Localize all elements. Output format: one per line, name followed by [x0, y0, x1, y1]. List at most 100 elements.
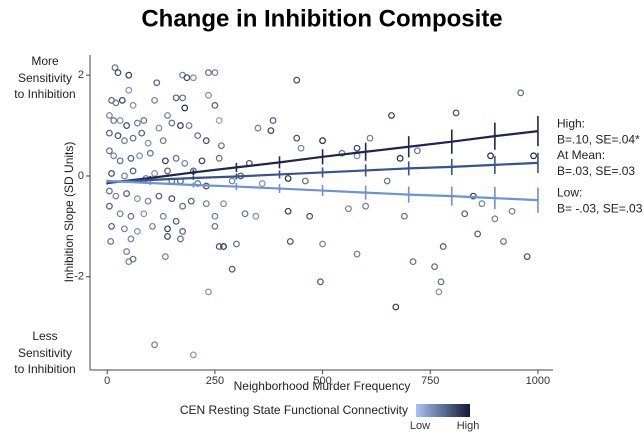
point	[500, 238, 507, 245]
x-tick-label: 500	[313, 375, 331, 387]
point	[123, 248, 131, 255]
point	[293, 134, 301, 142]
annotation: More	[31, 54, 59, 68]
x-tick-label: 1000	[526, 375, 550, 387]
point	[133, 119, 141, 127]
point	[168, 119, 176, 127]
point	[362, 202, 370, 210]
annotation: Sensitivity	[18, 71, 72, 85]
point	[284, 175, 292, 182]
point	[297, 144, 305, 152]
x-tick-label: 0	[104, 375, 110, 387]
point	[133, 227, 141, 235]
point	[116, 157, 124, 165]
point	[228, 265, 236, 273]
x-axis-title: Neighborhood Murder Frequency	[234, 379, 411, 393]
point	[129, 101, 137, 109]
point	[151, 96, 159, 104]
point	[114, 132, 122, 140]
point	[105, 187, 113, 195]
point	[205, 69, 212, 77]
point	[123, 190, 131, 198]
point	[107, 238, 115, 245]
point	[452, 109, 460, 117]
point	[114, 69, 122, 77]
point	[129, 167, 137, 175]
point	[353, 250, 361, 258]
point	[151, 170, 159, 177]
point	[392, 303, 400, 311]
point	[215, 154, 223, 162]
point	[267, 127, 275, 135]
point	[431, 263, 438, 271]
point	[189, 351, 197, 359]
point	[517, 89, 525, 97]
point	[254, 124, 262, 132]
point	[112, 99, 120, 107]
point	[105, 202, 113, 210]
point	[149, 222, 156, 230]
point	[202, 200, 210, 208]
legend-label: B=.10, SE=.04*	[557, 132, 640, 146]
annotation: Sensitivity	[18, 346, 72, 360]
point	[151, 341, 159, 349]
point	[155, 192, 163, 200]
point	[508, 207, 516, 215]
point	[185, 122, 193, 129]
point	[164, 112, 171, 119]
annotation: Less	[32, 329, 57, 343]
colorbar-label: Low	[410, 420, 430, 432]
y-axis-title: Inhibition Slope (SD Units)	[62, 142, 76, 283]
point	[125, 86, 133, 94]
point	[116, 117, 124, 124]
y-tick-label: 0	[78, 170, 84, 182]
point	[136, 152, 143, 160]
point	[269, 117, 277, 124]
point	[345, 205, 352, 213]
point	[189, 74, 197, 82]
point	[317, 278, 324, 286]
point	[413, 147, 421, 155]
point	[215, 243, 223, 250]
point	[123, 122, 131, 129]
point	[121, 137, 128, 145]
point	[530, 152, 538, 160]
point	[478, 200, 486, 208]
point	[121, 172, 128, 180]
point	[121, 225, 128, 233]
point	[437, 278, 445, 286]
point	[215, 117, 223, 124]
point	[523, 253, 531, 261]
point	[388, 112, 395, 119]
point	[179, 202, 187, 210]
point	[241, 210, 249, 218]
point	[105, 112, 113, 119]
point	[164, 233, 171, 240]
point	[127, 235, 135, 243]
point	[168, 195, 176, 203]
point	[319, 137, 326, 145]
point	[138, 129, 146, 137]
point	[133, 195, 141, 203]
point	[383, 177, 391, 185]
point	[111, 64, 119, 71]
point	[177, 235, 184, 243]
point	[286, 238, 294, 245]
point	[220, 243, 227, 250]
point	[366, 134, 374, 142]
y-tick-label: 2	[78, 69, 84, 81]
point	[211, 101, 219, 109]
point	[144, 139, 152, 147]
point	[105, 129, 113, 137]
point	[125, 71, 133, 79]
point	[474, 230, 482, 238]
point	[205, 288, 212, 296]
point	[211, 69, 219, 77]
point	[155, 124, 163, 132]
point	[181, 104, 189, 112]
point	[396, 154, 404, 162]
point	[233, 240, 240, 248]
point	[211, 222, 219, 230]
point	[179, 227, 187, 235]
